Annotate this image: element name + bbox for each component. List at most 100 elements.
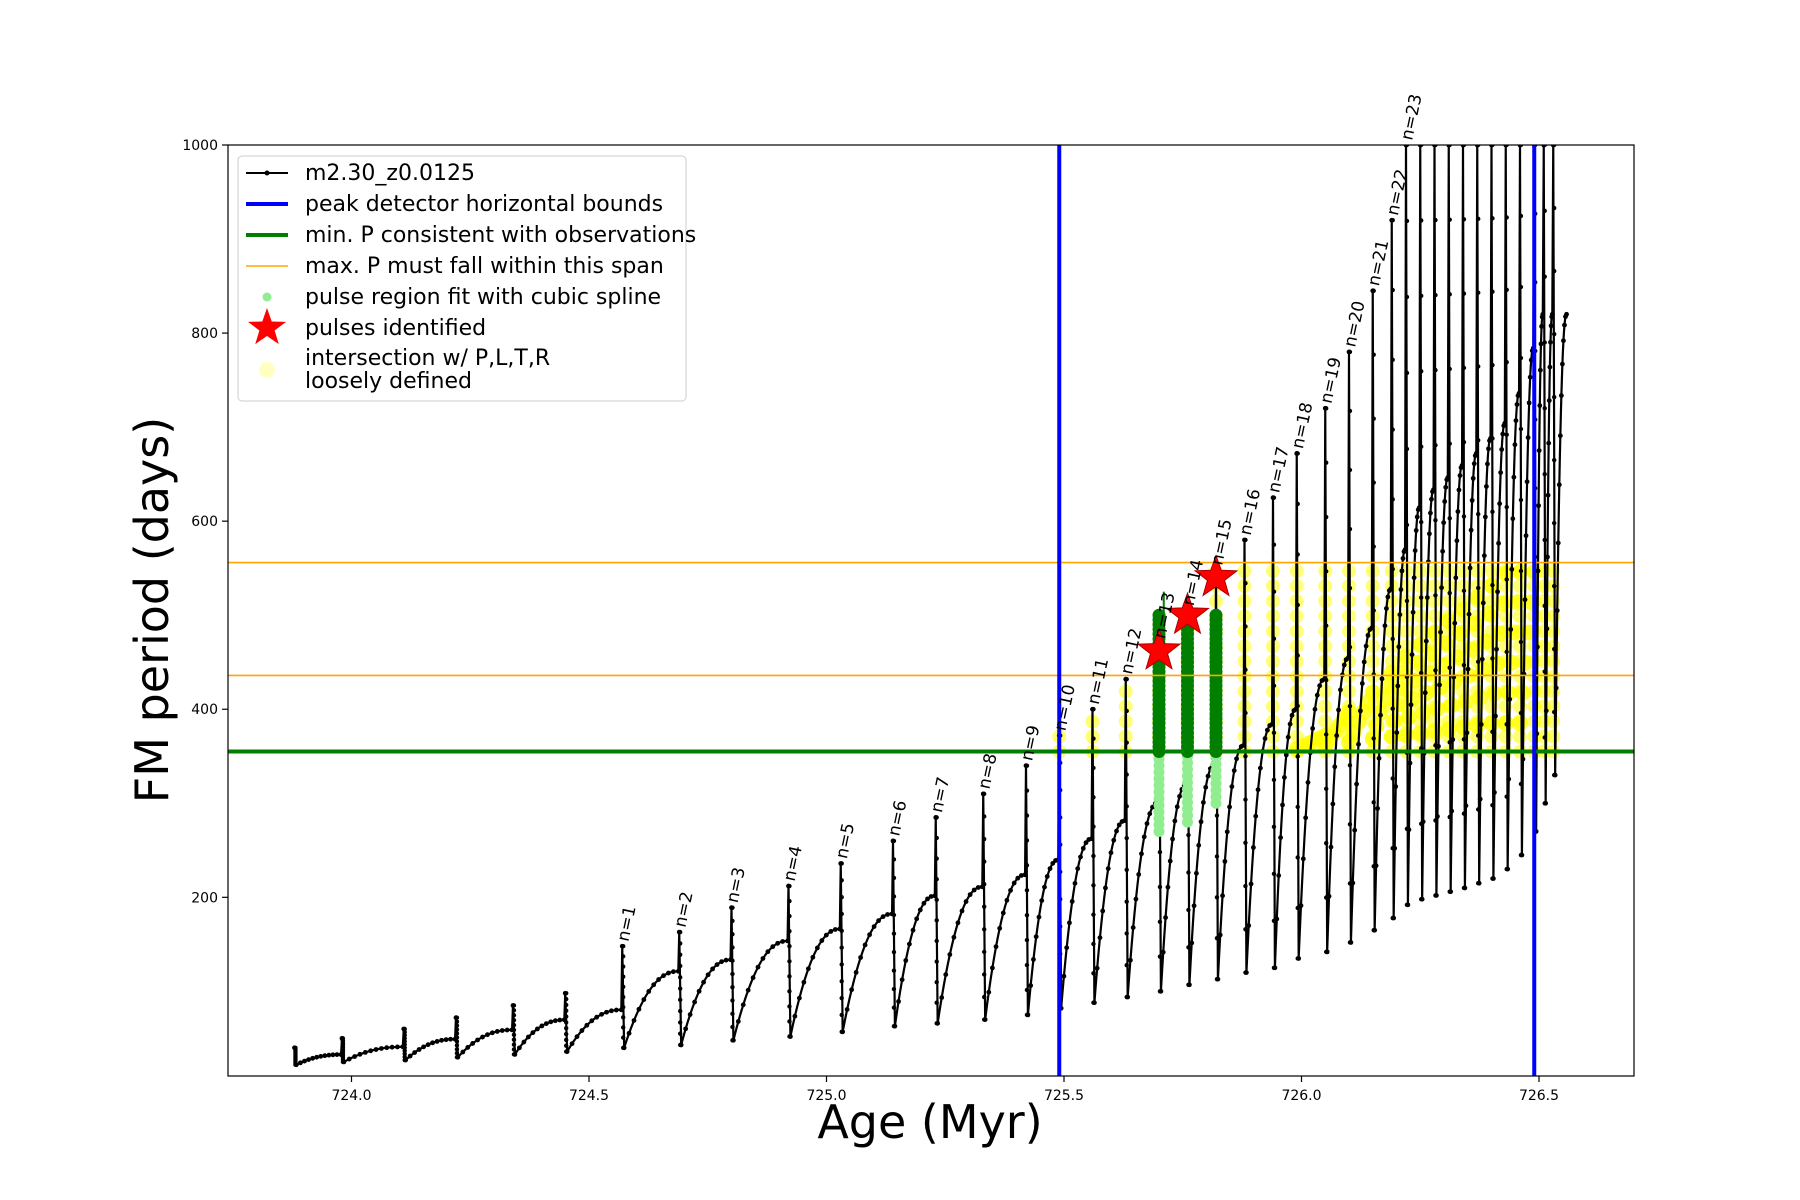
track-point xyxy=(511,1003,517,1008)
track-point xyxy=(564,991,569,996)
track-point xyxy=(651,982,657,988)
intersection-point xyxy=(1517,654,1534,671)
track-point xyxy=(552,1018,558,1024)
track-point xyxy=(511,1047,517,1052)
track-point xyxy=(1428,510,1433,516)
track-point xyxy=(609,1008,614,1014)
track-point xyxy=(1287,721,1293,727)
track-point xyxy=(293,1045,298,1050)
track-point xyxy=(1526,400,1532,406)
track-point xyxy=(1024,937,1030,943)
track-point xyxy=(539,1023,545,1029)
track-point xyxy=(1024,987,1030,993)
track-point xyxy=(1552,457,1557,463)
track-point xyxy=(1011,880,1017,886)
track-point xyxy=(1170,836,1175,842)
track-point xyxy=(1433,442,1438,448)
track-point xyxy=(1078,854,1083,860)
track-point xyxy=(1433,743,1438,748)
track-point xyxy=(1560,361,1565,367)
track-point xyxy=(1186,870,1191,875)
pulse-star xyxy=(1136,627,1182,670)
track-point xyxy=(454,1051,460,1056)
track-point xyxy=(1000,910,1006,916)
track-point xyxy=(489,1030,495,1036)
track-point xyxy=(891,912,897,918)
track-point xyxy=(1509,566,1515,572)
track-point xyxy=(631,1018,637,1023)
track-point xyxy=(678,1020,683,1025)
track-point xyxy=(1253,813,1259,819)
track-point xyxy=(1390,636,1395,642)
track-point xyxy=(1508,627,1514,632)
track-point xyxy=(1447,441,1452,446)
track-point xyxy=(1390,497,1395,502)
track-point xyxy=(1397,612,1403,618)
track-point xyxy=(1371,416,1376,421)
track-point xyxy=(853,970,859,975)
track-point xyxy=(511,1052,517,1057)
legend-handle-track-point xyxy=(264,170,270,176)
track-point xyxy=(1414,514,1420,520)
intersection-point xyxy=(1483,715,1500,732)
track-point xyxy=(1194,870,1199,876)
track-point xyxy=(678,1042,683,1048)
track-point xyxy=(511,1008,517,1013)
intersection-point xyxy=(1441,594,1456,609)
track-point xyxy=(1317,683,1323,689)
track-point xyxy=(1404,522,1410,528)
track-point xyxy=(564,1049,569,1054)
track-point xyxy=(1382,623,1388,629)
track-point xyxy=(1518,355,1524,361)
track-point xyxy=(1186,945,1191,950)
track-point xyxy=(564,1043,569,1048)
track-point xyxy=(714,962,720,967)
intersection-point xyxy=(1463,641,1480,658)
track-point xyxy=(1124,835,1129,841)
track-point xyxy=(1271,683,1277,688)
track-point xyxy=(982,814,987,819)
track-point xyxy=(485,1032,490,1038)
track-point xyxy=(454,1015,460,1020)
track-point xyxy=(982,881,987,887)
track-point xyxy=(621,944,626,949)
track-point xyxy=(1510,516,1516,522)
intersection-point xyxy=(1384,639,1399,654)
track-point xyxy=(1514,402,1520,407)
track-point xyxy=(917,907,923,913)
track-point xyxy=(1295,956,1300,961)
track-point xyxy=(844,1007,850,1012)
track-point xyxy=(1044,874,1050,879)
track-point xyxy=(564,1026,569,1031)
track-point xyxy=(1552,709,1557,715)
track-point xyxy=(1264,727,1270,733)
track-point xyxy=(828,929,834,934)
track-point xyxy=(574,1034,580,1040)
track-point xyxy=(1518,213,1524,219)
intersection-point xyxy=(1399,624,1413,639)
track-point xyxy=(1492,790,1497,795)
track-point xyxy=(1280,802,1285,808)
track-point xyxy=(914,916,920,922)
track-point xyxy=(454,1039,460,1044)
axis-ticks: 724.0 724.5 725.0 725.5 726.0 726.5 200 400 600 8… xyxy=(182,138,1559,1104)
track-point xyxy=(613,1007,619,1013)
track-point xyxy=(1404,446,1410,452)
track-point xyxy=(1419,293,1424,299)
track-point xyxy=(1452,620,1458,626)
track-point xyxy=(1376,755,1382,761)
track-point xyxy=(621,1004,626,1010)
track-point xyxy=(787,928,792,934)
track-point xyxy=(1271,824,1277,829)
track-point xyxy=(1547,364,1553,370)
track-point xyxy=(787,1004,792,1009)
track-point xyxy=(982,972,987,977)
track-point xyxy=(1130,925,1136,930)
track-point xyxy=(730,985,735,990)
track-point xyxy=(1552,205,1557,211)
track-point xyxy=(1504,794,1509,799)
track-point xyxy=(1243,840,1248,845)
track-point xyxy=(1427,531,1432,537)
track-point xyxy=(584,1022,590,1028)
